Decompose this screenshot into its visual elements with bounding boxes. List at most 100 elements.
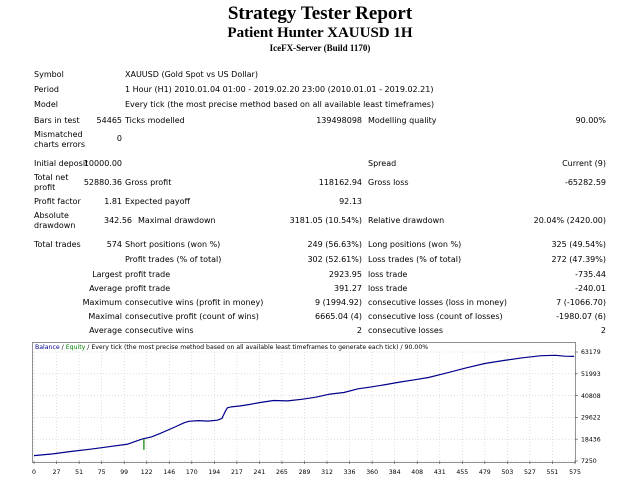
deposit-label: Initial deposit xyxy=(34,159,89,168)
chart-grid xyxy=(33,351,576,462)
profittrades-value: 302 (52.61%) xyxy=(307,255,362,264)
max-consec-wins-label: consecutive wins (profit in money) xyxy=(125,298,264,307)
model-label: Model xyxy=(34,100,59,109)
report-title: Strategy Tester Report xyxy=(227,3,413,24)
x-tick-label: 75 xyxy=(98,469,106,476)
profittrades-label: Profit trades (% of total) xyxy=(125,255,222,264)
x-tick-label: 503 xyxy=(501,469,513,476)
symbol-label: Symbol xyxy=(34,70,64,79)
max-consec-loss-value: -1980.07 (6) xyxy=(556,312,606,321)
absdd-value: 342.56 xyxy=(104,216,132,225)
x-tick-label: 265 xyxy=(276,469,288,476)
totaltrades-label: Total trades xyxy=(34,240,81,249)
x-tick-label: 51 xyxy=(75,469,83,476)
x-tick-label: 312 xyxy=(321,469,333,476)
absdd-label-2: drawdown xyxy=(34,221,76,230)
chart-y-ticks: 63179 51993 40808 29622 18436 7250 xyxy=(575,349,601,465)
largest-loss-value: -735.44 xyxy=(575,270,606,279)
chart-series xyxy=(33,354,575,457)
ticks-value: 139498098 xyxy=(316,116,362,125)
maxdd-value: 3181.05 (10.54%) xyxy=(289,216,362,225)
balance-chart: Balance / Equity / Every tick (the most … xyxy=(30,340,610,480)
netprofit-label-2: profit xyxy=(34,183,56,192)
x-tick-label: 170 xyxy=(186,469,198,476)
x-tick-label: 455 xyxy=(456,469,468,476)
netprofit-value: 52880.36 xyxy=(83,178,122,187)
mismatch-label-2: charts errors xyxy=(34,140,86,149)
max-consec-profit-value: 6665.04 (4) xyxy=(315,312,362,321)
average-profit-value: 391.27 xyxy=(334,284,362,293)
spread-label: Spread xyxy=(368,159,397,168)
average-loss-value: -240.01 xyxy=(575,284,606,293)
x-tick-label: 408 xyxy=(411,469,423,476)
average-label: Average xyxy=(89,284,122,293)
legend-balance: Balance xyxy=(35,344,60,351)
losstrades-value: 272 (47.39%) xyxy=(551,255,606,264)
maximal-label: Maximal xyxy=(88,312,122,321)
x-tick-label: 146 xyxy=(163,469,175,476)
x-tick-label: 194 xyxy=(208,469,220,476)
grossprofit-label: Gross profit xyxy=(125,178,172,187)
max-consec-losses-label: consecutive losses (loss in money) xyxy=(368,298,508,307)
average-profit-label: profit trade xyxy=(125,284,171,293)
x-tick-label: 384 xyxy=(389,469,401,476)
largest-label: Largest xyxy=(92,270,122,279)
spread-value: Current (9) xyxy=(562,159,606,168)
report-subtitle: Patient Hunter XAUUSD 1H xyxy=(227,25,413,41)
largest-profit-value: 2923.95 xyxy=(328,270,362,279)
legend-sep: / xyxy=(60,344,66,351)
x-tick-label: 360 xyxy=(366,469,378,476)
period-value: 1 Hour (H1) 2010.01.04 01:00 - 2019.02.2… xyxy=(125,85,434,94)
chart-plot-frame xyxy=(32,342,576,463)
ticks-label: Ticks modelled xyxy=(125,116,185,125)
y-tick-label: 40808 xyxy=(581,393,601,400)
payoff-value: 92.13 xyxy=(339,197,362,206)
deposit-value: 10000.00 xyxy=(83,159,122,168)
bars-label: Bars in test xyxy=(34,116,80,125)
x-tick-label: 575 xyxy=(569,469,581,476)
short-value: 249 (56.63%) xyxy=(307,240,362,249)
x-tick-label: 527 xyxy=(524,469,536,476)
x-tick-label: 0 xyxy=(32,469,36,476)
x-tick-label: 336 xyxy=(344,469,356,476)
reldd-value: 20.04% (2420.00) xyxy=(533,216,606,225)
symbol-value: XAUUSD (Gold Spot vs US Dollar) xyxy=(125,70,258,79)
x-tick-label: 27 xyxy=(53,469,61,476)
profitfactor-value: 1.81 xyxy=(104,197,122,206)
chart-legend: Balance / Equity / Every tick (the most … xyxy=(35,344,428,351)
report-server: IceFX-Server (Build 1170) xyxy=(269,43,371,53)
long-value: 325 (49.54%) xyxy=(551,240,606,249)
legend-equity: Equity xyxy=(66,344,86,351)
x-tick-label: 241 xyxy=(254,469,266,476)
y-tick-label: 18436 xyxy=(581,436,601,443)
chart-x-ticks: 0 27 51 75 99 122 146 170 194 217 241 265 289 312 336 3… xyxy=(32,461,581,476)
x-tick-label: 289 xyxy=(299,469,311,476)
avg-consec-wins-value: 2 xyxy=(356,326,362,335)
grossprofit-value: 118162.94 xyxy=(318,178,362,187)
y-tick-label: 51993 xyxy=(581,371,601,378)
x-tick-label: 99 xyxy=(120,469,128,476)
largest-loss-label: loss trade xyxy=(368,270,408,279)
y-tick-label: 29622 xyxy=(581,415,601,422)
legend-rest: / Every tick (the most precise method ba… xyxy=(85,344,428,351)
largest-profit-label: profit trade xyxy=(125,270,171,279)
quality-label: Modelling quality xyxy=(368,116,437,125)
profitfactor-label: Profit factor xyxy=(34,197,81,206)
maximum-label: Maximum xyxy=(82,298,122,307)
quality-value: 90.00% xyxy=(575,116,606,125)
reldd-label: Relative drawdown xyxy=(368,216,445,225)
x-tick-label: 217 xyxy=(231,469,243,476)
max-consec-profit-label: consecutive profit (count of wins) xyxy=(125,312,259,321)
max-consec-losses-value: 7 (-1066.70) xyxy=(556,298,606,307)
maxdd-label: Maximal drawdown xyxy=(138,216,216,225)
bars-value: 54465 xyxy=(96,116,122,125)
period-label: Period xyxy=(34,85,59,94)
y-tick-label: 63179 xyxy=(581,349,601,356)
mismatch-label-1: Mismatched xyxy=(34,130,83,139)
long-label: Long positions (won %) xyxy=(368,240,462,249)
absdd-label-1: Absolute xyxy=(34,211,69,220)
totaltrades-value: 574 xyxy=(106,240,122,249)
max-consec-wins-value: 9 (1994.92) xyxy=(315,298,362,307)
x-tick-label: 479 xyxy=(479,469,491,476)
balance-line xyxy=(33,354,575,457)
